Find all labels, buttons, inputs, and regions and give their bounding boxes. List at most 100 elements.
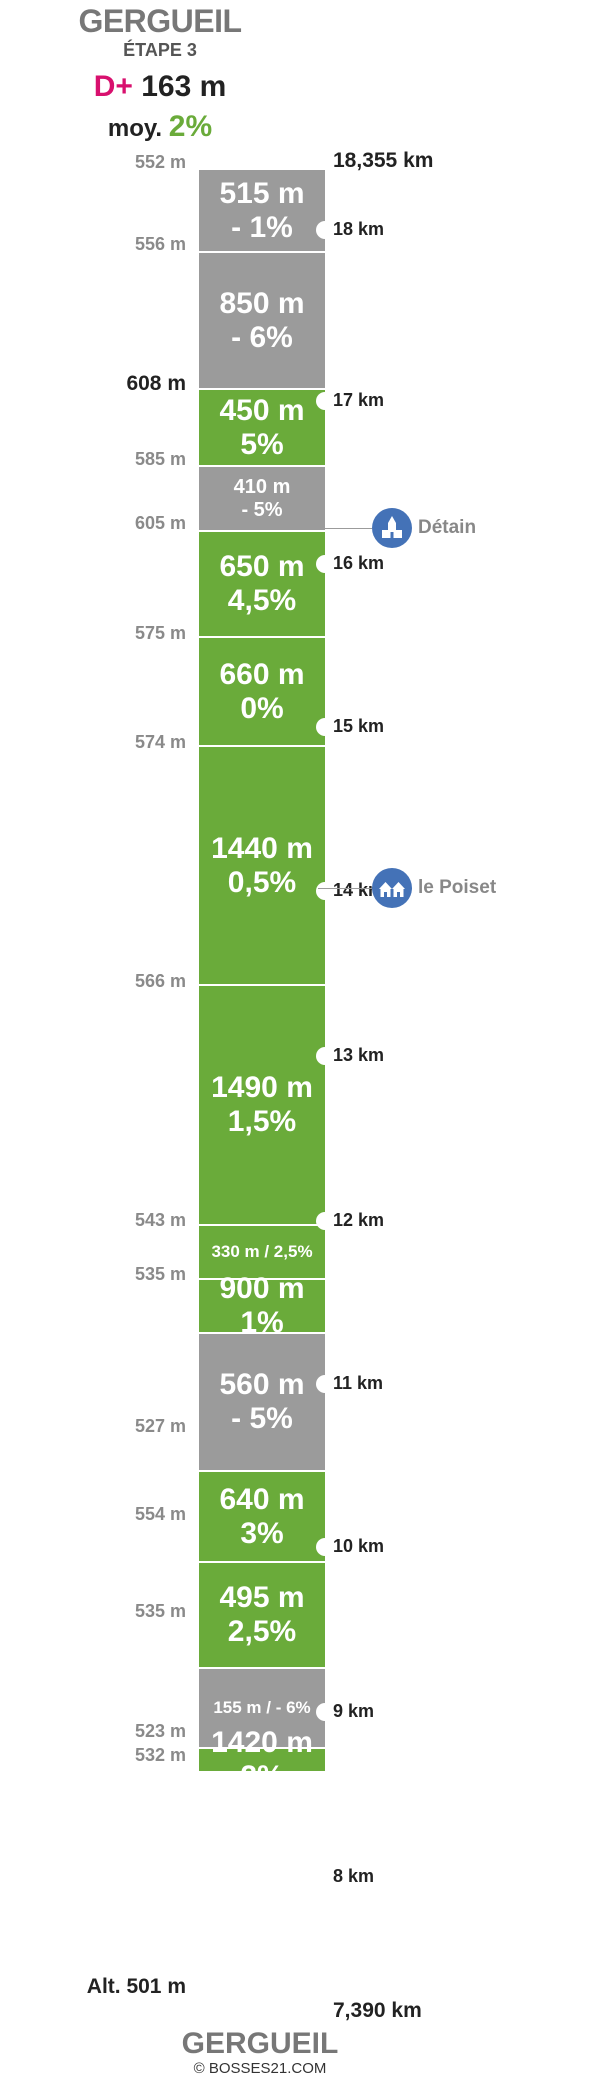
segment-length: 850 m — [219, 286, 305, 320]
segment-length: 640 m — [219, 1482, 305, 1516]
altitude-label: 566 m — [134, 971, 186, 991]
segment-length: 560 m — [219, 1368, 305, 1402]
segment-10: 900 m 1% — [199, 1272, 325, 1339]
segment-length: 650 m — [219, 550, 305, 584]
segment-length: 330 m / 2,5% — [211, 1242, 313, 1262]
altitude-label: 605 m — [134, 513, 186, 533]
altitude-label: 575 m — [134, 623, 186, 643]
km-notch — [316, 1375, 334, 1393]
altitude-label: 527 m — [134, 1416, 186, 1436]
altitude-label: 585 m — [134, 449, 186, 469]
segment-13: 495 m 2,5% — [199, 1561, 325, 1667]
altitude-label: 608 m — [126, 372, 186, 395]
km-marker: 8 km — [333, 1866, 375, 1886]
segment-8: 1490 m 1,5% — [199, 984, 325, 1224]
km-notch — [316, 1047, 334, 1065]
segment-15: 1420 m 2% — [199, 1726, 325, 1793]
poiset-connector — [318, 888, 372, 889]
km-notch — [316, 1538, 334, 1556]
segment-9: 330 m / 2,5% — [199, 1224, 325, 1278]
detain-connector — [318, 528, 372, 529]
km-notch — [316, 1212, 334, 1230]
altitude-label: 532 m — [134, 1745, 186, 1765]
altitude-label: 523 m — [134, 1721, 186, 1741]
km-marker: 13 km — [333, 1045, 385, 1065]
segment-7: 1440 m 0,5% — [199, 745, 325, 984]
copyright: © BOSSES21.COM — [193, 2060, 327, 2077]
segment-grade: - 6% — [231, 320, 293, 354]
segment-grade: 2,5% — [227, 1615, 297, 1648]
houses-icon — [379, 882, 405, 897]
segment-grade: 2% — [240, 1760, 284, 1793]
km-notch — [316, 882, 334, 900]
km-notch — [316, 1703, 334, 1721]
segment-grade: - 1% — [231, 210, 293, 244]
km-marker: 14 km — [333, 880, 385, 900]
elevation-gain: D+ 163 m — [0, 70, 320, 104]
segment-2: 850 m- 6% — [199, 251, 325, 388]
segment-length: 450 m — [219, 393, 305, 427]
stage-label: ÉTAPE 3 — [123, 40, 197, 60]
km-marker: 11 km — [333, 1373, 384, 1393]
segment-grade: 5% — [240, 427, 284, 461]
start-location-title: GERGUEIL — [78, 3, 242, 39]
avg-value: 2% — [168, 110, 213, 143]
km-marker: 9 km — [333, 1701, 375, 1721]
km-marker: 18 km — [333, 219, 385, 239]
segment-4: 410 m- 5% — [199, 465, 325, 530]
segment-6: 660 m 0% — [199, 636, 325, 745]
segment-length: 660 m — [219, 657, 305, 691]
altitude-label: 535 m — [134, 1601, 186, 1621]
km-marker: 16 km — [333, 553, 385, 573]
segment-length: 495 m — [219, 1581, 305, 1615]
poiset-label: le Poiset — [418, 877, 497, 898]
altitude-label: 552 m — [134, 152, 186, 172]
segment-grade: 0% — [240, 691, 284, 725]
altitude-label: 574 m — [134, 732, 186, 752]
dplus-label: D+ — [93, 70, 133, 103]
km-notch — [316, 221, 334, 239]
segment-5: 650 m 4,5% — [199, 530, 325, 636]
segment-grade: 1,5% — [227, 1105, 297, 1138]
km-marker: 17 km — [333, 390, 385, 410]
poiset-marker — [372, 868, 412, 908]
segment-length: 1440 m — [211, 831, 313, 865]
segment-length: 515 m — [219, 176, 305, 210]
segment-grade: 3% — [240, 1516, 284, 1550]
km-notch — [316, 555, 334, 573]
segment-11: 560 m- 5% — [199, 1332, 325, 1470]
km-marker: 15 km — [333, 716, 385, 736]
end-location-title: GERGUEIL — [181, 2027, 339, 2060]
altitude-label: 554 m — [134, 1504, 186, 1524]
km-marker: 12 km — [333, 1210, 385, 1230]
km-notch — [316, 1868, 334, 1886]
altitude-label: 535 m — [134, 1264, 186, 1284]
km-marker: 10 km — [333, 1536, 385, 1556]
segment-14: 155 m / - 6% — [199, 1667, 325, 1747]
average-grade: moy. 2% — [0, 110, 320, 144]
segment-grade: 0,5% — [227, 865, 297, 899]
segment-1: 515 m- 1% — [199, 168, 325, 251]
segment-length: 900 m — [219, 1272, 305, 1306]
segment-grade: - 5% — [231, 1402, 293, 1435]
segment-length: 1420 m — [211, 1726, 313, 1760]
segment-length: 1490 m — [211, 1071, 313, 1105]
segment-length: 155 m / - 6% — [213, 1698, 311, 1718]
total-distance-top: 18,355 km — [333, 149, 434, 172]
segment-grade: - 5% — [241, 498, 283, 521]
km-notch — [316, 392, 334, 410]
detain-marker — [372, 508, 412, 548]
segment-3: 450 m 5% — [199, 388, 325, 465]
segment-12: 640 m 3% — [199, 1470, 325, 1561]
dplus-value: 163 m — [141, 70, 227, 103]
segment-length: 410 m — [233, 476, 291, 499]
segment-grade: 4,5% — [227, 584, 297, 617]
km-notch — [316, 718, 334, 736]
detain-label: Détain — [418, 517, 477, 538]
altitude-label: Alt. 501 m — [86, 1975, 186, 1998]
altitude-label: 556 m — [134, 234, 186, 254]
altitude-label: 543 m — [134, 1210, 186, 1230]
avg-label: moy. — [107, 115, 163, 142]
church-icon — [382, 516, 402, 538]
total-distance-bottom: 7,390 km — [333, 1999, 422, 2022]
